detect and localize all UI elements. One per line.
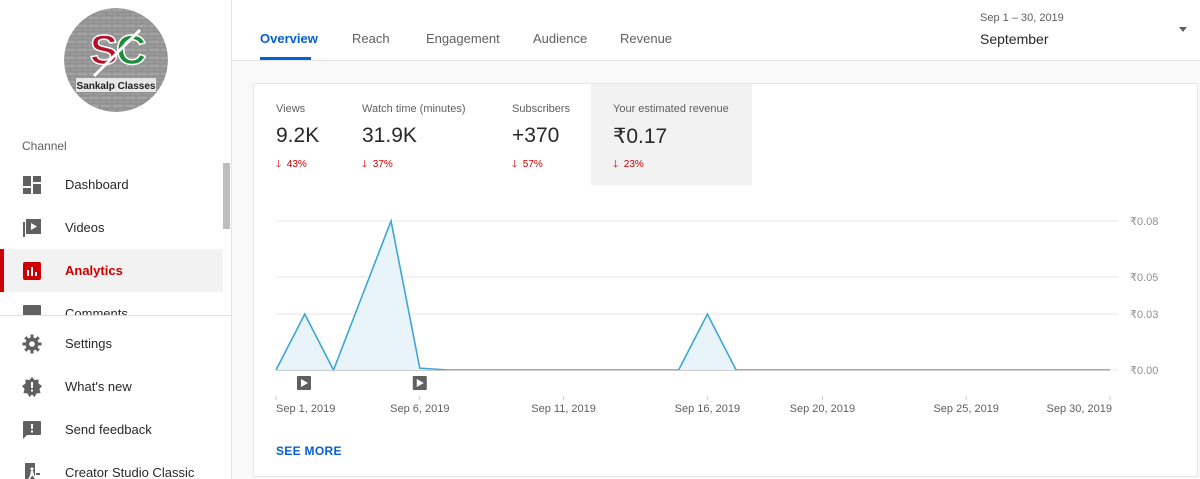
- whats-new-icon: [22, 376, 42, 397]
- see-more-link[interactable]: SEE MORE: [276, 444, 342, 458]
- revenue-chart: ₹0.08 ₹0.05 ₹0.03 ₹0.00 Sep 1, 2019 Sep 6, 20…: [275, 216, 1158, 415]
- gear-icon: [22, 334, 42, 354]
- classic-icon: [22, 462, 42, 479]
- tab-engagement[interactable]: Engagement: [426, 31, 500, 46]
- sidebar-item-creator-studio-classic[interactable]: Creator Studio Classic: [0, 451, 231, 479]
- tab-overview[interactable]: Overview: [260, 31, 318, 46]
- metric-watch-time[interactable]: Watch time (minutes) 31.9K 🡓 37%: [350, 84, 500, 185]
- x-tick-label: Sep 30, 2019: [1047, 403, 1112, 415]
- videos-icon: [22, 218, 42, 238]
- metric-change: 🡓 37%: [362, 159, 393, 170]
- sidebar-item-label: Comments: [65, 306, 128, 315]
- svg-text:Sankalp Classes: Sankalp Classes: [77, 81, 156, 92]
- metric-change: 🡓 23%: [613, 159, 644, 170]
- date-range[interactable]: Sep 1 – 30, 2019: [980, 12, 1064, 24]
- sidebar-item-send-feedback[interactable]: Send feedback: [0, 408, 231, 451]
- sidebar-divider: [0, 315, 231, 316]
- video-marker[interactable]: [412, 376, 427, 390]
- analytics-icon: [22, 261, 42, 281]
- sidebar-item-whats-new[interactable]: What's new: [0, 365, 231, 408]
- metric-value: ₹0.17: [613, 125, 668, 148]
- comments-icon: [22, 304, 42, 315]
- metric-label: Your estimated revenue: [613, 103, 729, 115]
- metric-value: +370: [512, 124, 560, 147]
- x-tick-label: Sep 11, 2019: [531, 403, 596, 415]
- arrow-down-icon: 🡓: [276, 159, 282, 170]
- sidebar-item-label: Videos: [65, 220, 105, 235]
- series-area: [276, 221, 1110, 370]
- arrow-down-icon: 🡓: [613, 159, 619, 170]
- y-tick-label: ₹0.03: [1130, 309, 1158, 321]
- analytics-header: Overview Reach Engagement Audience Reven…: [232, 0, 1200, 61]
- sidebar-nav: Dashboard Videos Analytics Comments: [0, 163, 223, 315]
- metric-value: 31.9K: [362, 124, 417, 147]
- metric-subscribers[interactable]: Subscribers +370 🡓 57%: [500, 84, 591, 185]
- y-tick-label: ₹0.00: [1130, 365, 1158, 377]
- sidebar-item-label: What's new: [65, 379, 132, 394]
- arrow-down-icon: 🡓: [512, 159, 518, 170]
- sidebar-item-label: Analytics: [65, 263, 123, 278]
- sidebar-item-settings[interactable]: Settings: [0, 322, 231, 365]
- sidebar-scrollbar[interactable]: [223, 163, 230, 229]
- sidebar-item-videos[interactable]: Videos: [0, 206, 223, 249]
- metric-change: 🡓 43%: [276, 159, 307, 170]
- y-tick-label: ₹0.05: [1130, 272, 1158, 284]
- sidebar-item-comments[interactable]: Comments: [0, 292, 223, 315]
- sidebar-item-dashboard[interactable]: Dashboard: [0, 163, 223, 206]
- x-tick-label: Sep 25, 2019: [933, 403, 998, 415]
- arrow-down-icon: 🡓: [362, 159, 368, 170]
- y-tick-label: ₹0.08: [1130, 216, 1158, 228]
- sidebar: S C Sankalp Classes Channel Dashboard Vi…: [0, 0, 232, 479]
- metric-estimated-revenue[interactable]: Your estimated revenue ₹0.17 🡓 23%: [591, 84, 752, 185]
- video-marker[interactable]: [297, 376, 311, 390]
- channel-logo[interactable]: S C Sankalp Classes: [64, 8, 168, 112]
- sidebar-item-label: Settings: [65, 336, 112, 351]
- metric-value: 9.2K: [276, 124, 320, 147]
- tab-revenue[interactable]: Revenue: [620, 31, 673, 46]
- metric-label: Views: [276, 103, 306, 115]
- x-tick-label: Sep 20, 2019: [790, 403, 855, 415]
- chevron-down-icon[interactable]: [1179, 27, 1187, 32]
- active-tab-indicator: [260, 57, 311, 60]
- sidebar-item-label: Dashboard: [65, 177, 129, 192]
- sidebar-bottom-nav: Settings What's new Send feedback Creato…: [0, 322, 231, 479]
- x-tick-label: Sep 6, 2019: [390, 403, 449, 415]
- feedback-icon: [22, 420, 42, 440]
- metric-label: Subscribers: [512, 103, 571, 115]
- tab-audience[interactable]: Audience: [533, 31, 588, 46]
- date-selector-label[interactable]: September: [980, 31, 1049, 47]
- dashboard-icon: [22, 175, 42, 195]
- x-tick-label: Sep 16, 2019: [675, 403, 740, 415]
- x-tick-label: Sep 1, 2019: [276, 403, 335, 415]
- tab-reach[interactable]: Reach: [352, 31, 390, 46]
- channel-section-label: Channel: [22, 139, 67, 153]
- metric-views[interactable]: Views 9.2K 🡓 43%: [254, 84, 350, 185]
- sidebar-item-label: Creator Studio Classic: [65, 465, 195, 479]
- sidebar-item-analytics[interactable]: Analytics: [0, 249, 223, 292]
- metric-change: 🡓 57%: [512, 159, 543, 170]
- overview-card: Views 9.2K 🡓 43% Watch time (minutes) 31…: [253, 83, 1198, 477]
- metric-label: Watch time (minutes): [362, 103, 466, 115]
- sidebar-item-label: Send feedback: [65, 422, 152, 437]
